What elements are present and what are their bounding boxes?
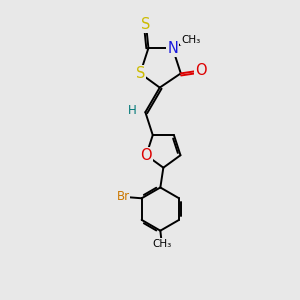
Text: O: O	[195, 63, 207, 78]
Text: H: H	[128, 104, 137, 117]
Text: CH₃: CH₃	[152, 239, 172, 249]
Text: S: S	[141, 17, 151, 32]
Text: Br: Br	[116, 190, 130, 203]
Text: CH₃: CH₃	[181, 35, 200, 45]
Text: O: O	[140, 148, 152, 163]
Text: N: N	[167, 40, 178, 56]
Text: S: S	[136, 66, 145, 81]
